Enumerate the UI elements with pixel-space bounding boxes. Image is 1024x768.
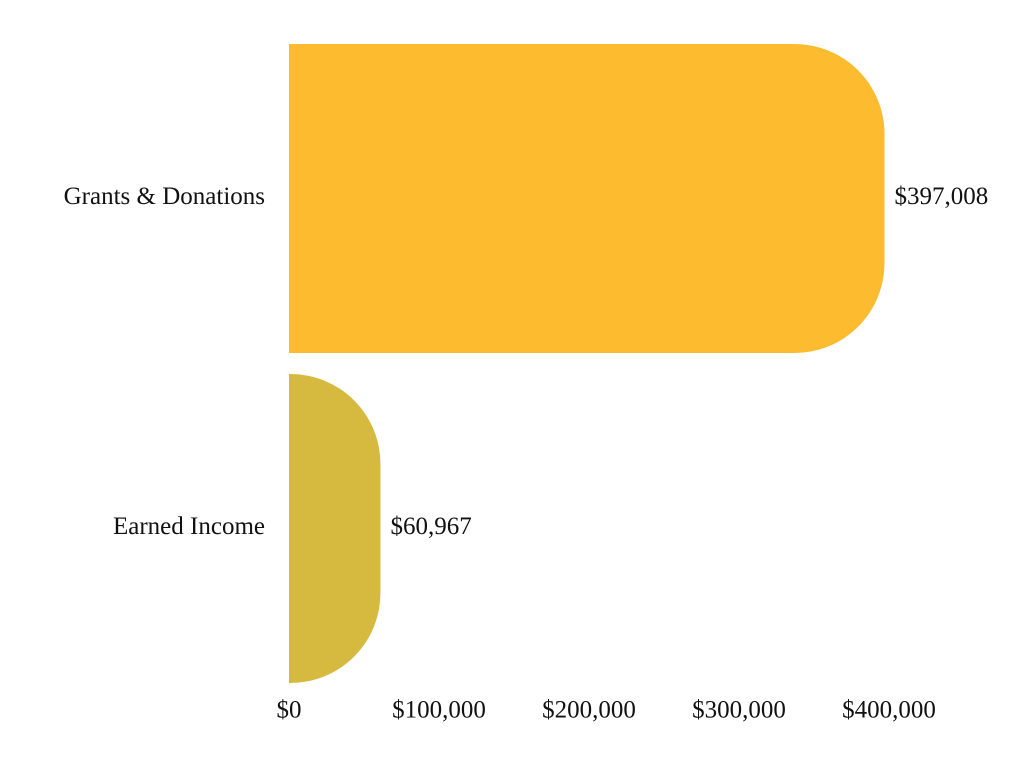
x-tick-label: $100,000 bbox=[392, 697, 486, 724]
value-label: $397,008 bbox=[895, 183, 989, 210]
x-tick-label: $400,000 bbox=[842, 697, 936, 724]
x-tick-label: $300,000 bbox=[692, 697, 786, 724]
bar bbox=[289, 44, 885, 353]
x-tick-label: $0 bbox=[277, 697, 302, 724]
bar bbox=[289, 374, 381, 683]
value-label: $60,967 bbox=[390, 513, 471, 540]
x-tick-label: $200,000 bbox=[542, 697, 636, 724]
category-label: Earned Income bbox=[113, 513, 265, 540]
category-label: Grants & Donations bbox=[64, 183, 265, 210]
